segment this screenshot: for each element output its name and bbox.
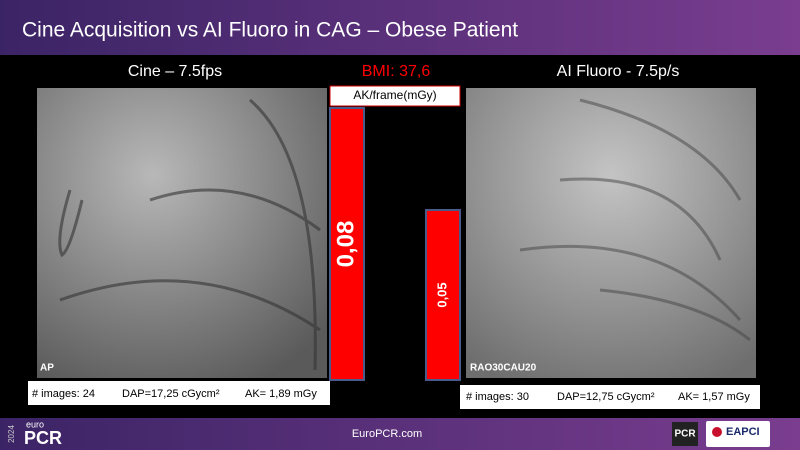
xray-detail bbox=[58, 98, 321, 371]
stat: DAP=12,75 cGycm² bbox=[557, 391, 655, 403]
logo-box bbox=[672, 422, 698, 446]
chart-title: AK/frame(mGy) bbox=[353, 88, 436, 102]
stat: # images: 24 bbox=[32, 388, 95, 400]
logo-icon bbox=[712, 427, 722, 437]
view-label: RAO30CAU20 bbox=[470, 363, 537, 374]
logo-pcr: PCR bbox=[674, 429, 696, 440]
bar-chart: 0,08 0,05 bbox=[329, 107, 461, 381]
stat: # images: 30 bbox=[466, 391, 529, 403]
footer-url: EuroPCR.com bbox=[352, 428, 422, 440]
value-label: 0,08 bbox=[332, 221, 359, 268]
stats-bar bbox=[460, 385, 760, 409]
bar bbox=[329, 107, 365, 381]
logo-box bbox=[706, 421, 770, 447]
value-label: 0,05 bbox=[434, 282, 449, 307]
stat: AK= 1,89 mGy bbox=[245, 388, 317, 400]
view-label: AP bbox=[40, 363, 54, 374]
xray-image bbox=[37, 88, 327, 378]
footer-brand-small: euro bbox=[26, 419, 44, 429]
footer-brand: PCR bbox=[24, 428, 62, 448]
header-bar bbox=[0, 0, 800, 55]
bar bbox=[425, 209, 461, 381]
footer-year: 2024 bbox=[7, 425, 16, 443]
slide-title: Cine Acquisition vs AI Fluoro in CAG – O… bbox=[22, 19, 518, 42]
panel-title: AI Fluoro - 7.5p/s bbox=[557, 63, 680, 80]
xray-image bbox=[466, 88, 756, 378]
stats-bar bbox=[28, 381, 330, 405]
stat: DAP=17,25 cGycm² bbox=[122, 388, 220, 400]
xray-detail bbox=[519, 98, 751, 342]
chart-title-box bbox=[329, 85, 461, 107]
panel-title: Cine – 7.5fps bbox=[128, 63, 222, 80]
bmi-annotation: BMI: 37,6 bbox=[362, 63, 431, 80]
footer-bar bbox=[0, 418, 800, 450]
logo-eapci: EAPCI bbox=[726, 426, 760, 438]
stat: AK= 1,57 mGy bbox=[678, 391, 750, 403]
